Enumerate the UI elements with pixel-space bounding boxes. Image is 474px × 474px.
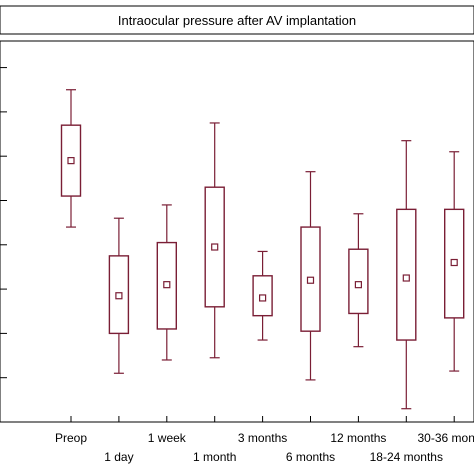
x-tick-label: 30-36 months [418,431,474,445]
title-box [0,5,474,35]
median-marker [402,274,410,282]
x-axis-ticks [70,416,455,422]
box-1-month [204,122,225,359]
x-tick-label: 1 week [148,431,187,445]
median-marker [67,157,75,165]
box-6-months [300,171,321,381]
median-marker [450,258,458,267]
median-marker [211,243,219,251]
box-3-months [252,250,273,341]
plot-area-frame [0,40,474,423]
median-marker [354,281,362,289]
box-30-36-months [444,151,465,372]
x-tick-label: 6 months [286,450,335,464]
box-series [60,89,465,410]
x-tick-label: 1 day [104,450,133,464]
median-marker [115,292,123,300]
box-18-24-months [396,140,417,410]
box-1-day [108,217,130,374]
median-marker [306,276,315,284]
median-marker [163,281,171,289]
x-tick-label: Preop [55,431,87,445]
box-preop [60,89,82,228]
x-tick-label: 12 months [330,431,386,445]
chart-title: Intraocular pressure after AV implantati… [118,13,356,28]
box-12-months [348,213,369,348]
box-1-week [156,204,178,361]
y-axis-ticks [0,67,7,379]
median-marker [259,294,267,302]
x-tick-label: 3 months [238,431,287,445]
x-tick-label: 1 month [193,450,236,464]
x-tick-label: 18-24 months [370,450,443,464]
